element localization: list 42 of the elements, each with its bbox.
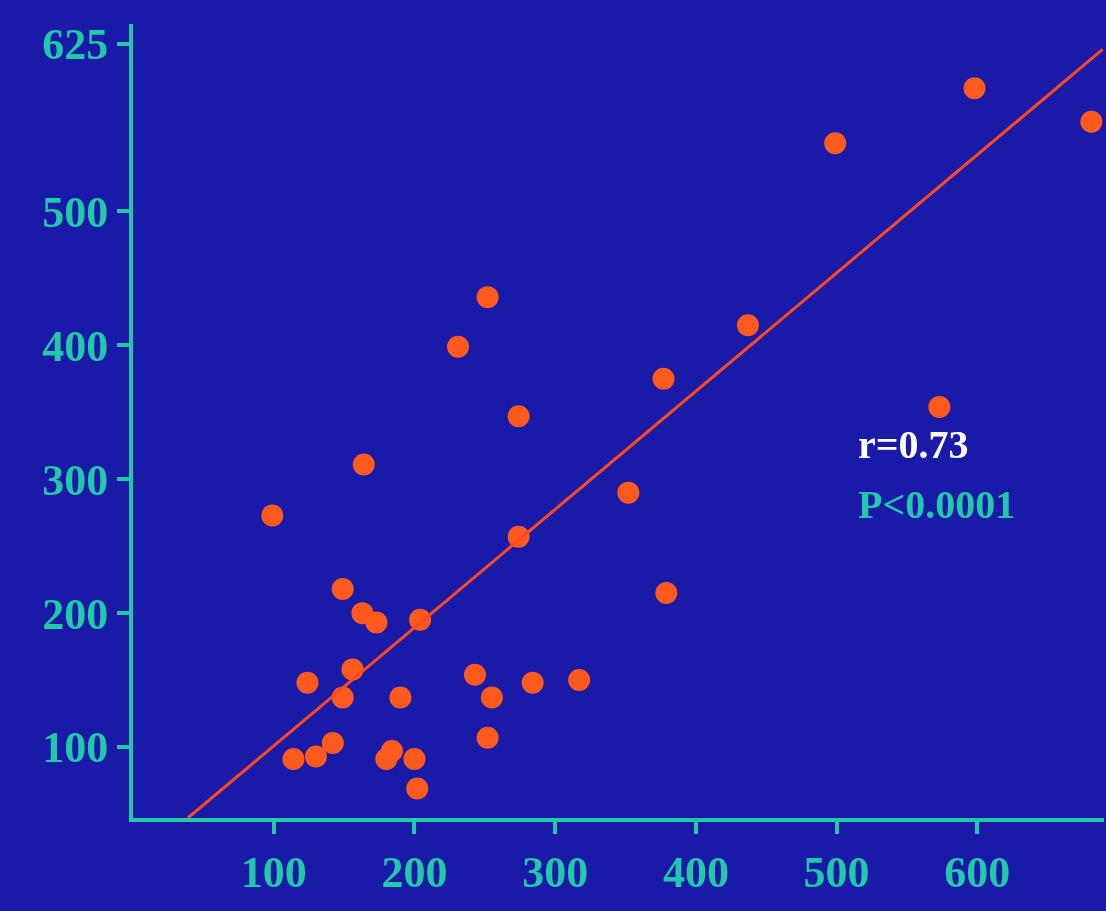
y-tick-label: 500 (42, 187, 109, 237)
point (282, 748, 305, 771)
point (331, 578, 354, 601)
point (296, 671, 319, 694)
point (655, 582, 678, 605)
point (447, 335, 470, 358)
annotation: r=0.73 (858, 422, 969, 467)
y-tick-label: 100 (42, 723, 109, 773)
point (617, 481, 640, 504)
y-tick-label: 400 (42, 321, 109, 371)
annotation: P<0.0001 (858, 482, 1016, 527)
point (928, 395, 951, 418)
x-tick-label: 400 (662, 847, 729, 897)
x-tick-label: 100 (240, 847, 307, 897)
point (652, 367, 675, 390)
point (261, 504, 284, 527)
y-tick-label: 200 (42, 589, 109, 639)
y-tick-label: 300 (42, 455, 109, 505)
point (521, 671, 544, 694)
point (568, 669, 591, 692)
point (304, 745, 327, 768)
x-tick-label: 200 (381, 847, 448, 897)
x-tick-label: 600 (944, 847, 1011, 897)
point (463, 663, 486, 686)
point (380, 740, 403, 763)
point (406, 777, 429, 800)
point (736, 314, 759, 337)
point (352, 453, 375, 476)
point (321, 732, 344, 755)
x-tick-label: 500 (803, 847, 870, 897)
point (476, 286, 499, 309)
point (507, 405, 530, 428)
x-tick-label: 300 (522, 847, 589, 897)
point (963, 77, 986, 100)
point (480, 686, 503, 709)
point (1080, 110, 1103, 133)
point (403, 748, 426, 771)
y-tick-label: 625 (42, 20, 109, 70)
point (389, 686, 412, 709)
point (824, 132, 847, 155)
point (476, 726, 499, 749)
point (365, 611, 388, 634)
